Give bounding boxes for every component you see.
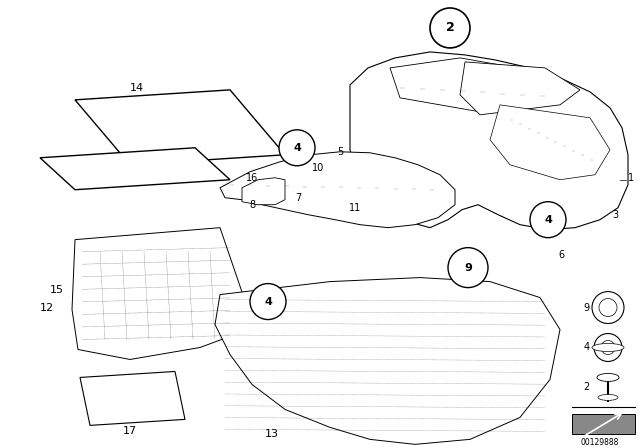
Text: 2: 2 [584,383,590,392]
Circle shape [594,333,622,362]
Text: 7: 7 [295,193,301,202]
Polygon shape [215,278,560,444]
Circle shape [279,130,315,166]
Circle shape [448,248,488,288]
Polygon shape [390,58,560,112]
Text: 3: 3 [612,210,618,220]
Text: 9: 9 [584,302,590,313]
Polygon shape [40,148,230,190]
Text: 2: 2 [445,22,454,34]
Polygon shape [242,178,285,205]
Text: 12: 12 [40,302,54,313]
Text: 8: 8 [249,200,255,210]
Polygon shape [572,414,635,435]
Text: 16: 16 [246,173,258,183]
Text: 5: 5 [337,147,343,157]
Circle shape [250,284,286,319]
Polygon shape [75,90,285,165]
Circle shape [601,340,615,354]
Text: 6: 6 [558,250,564,260]
Text: 4: 4 [584,342,590,353]
Text: 15: 15 [50,284,64,295]
Text: 4: 4 [293,143,301,153]
Text: 11: 11 [349,202,361,213]
Circle shape [599,298,617,317]
Circle shape [430,8,470,48]
Text: 17: 17 [123,426,137,436]
Text: 1: 1 [628,173,634,183]
Polygon shape [80,371,185,426]
Text: 10: 10 [312,163,324,173]
Text: 4: 4 [544,215,552,225]
Text: 13: 13 [265,429,279,439]
Text: 14: 14 [130,83,144,93]
Text: 4: 4 [264,297,272,306]
Text: 9: 9 [464,263,472,273]
Polygon shape [220,152,455,228]
Ellipse shape [598,394,618,401]
Polygon shape [350,52,628,230]
Ellipse shape [592,344,624,352]
Polygon shape [460,62,580,115]
Polygon shape [490,105,610,180]
Circle shape [592,292,624,323]
Circle shape [530,202,566,237]
Polygon shape [72,228,248,359]
Ellipse shape [597,374,619,381]
Text: 00129888: 00129888 [581,438,619,447]
